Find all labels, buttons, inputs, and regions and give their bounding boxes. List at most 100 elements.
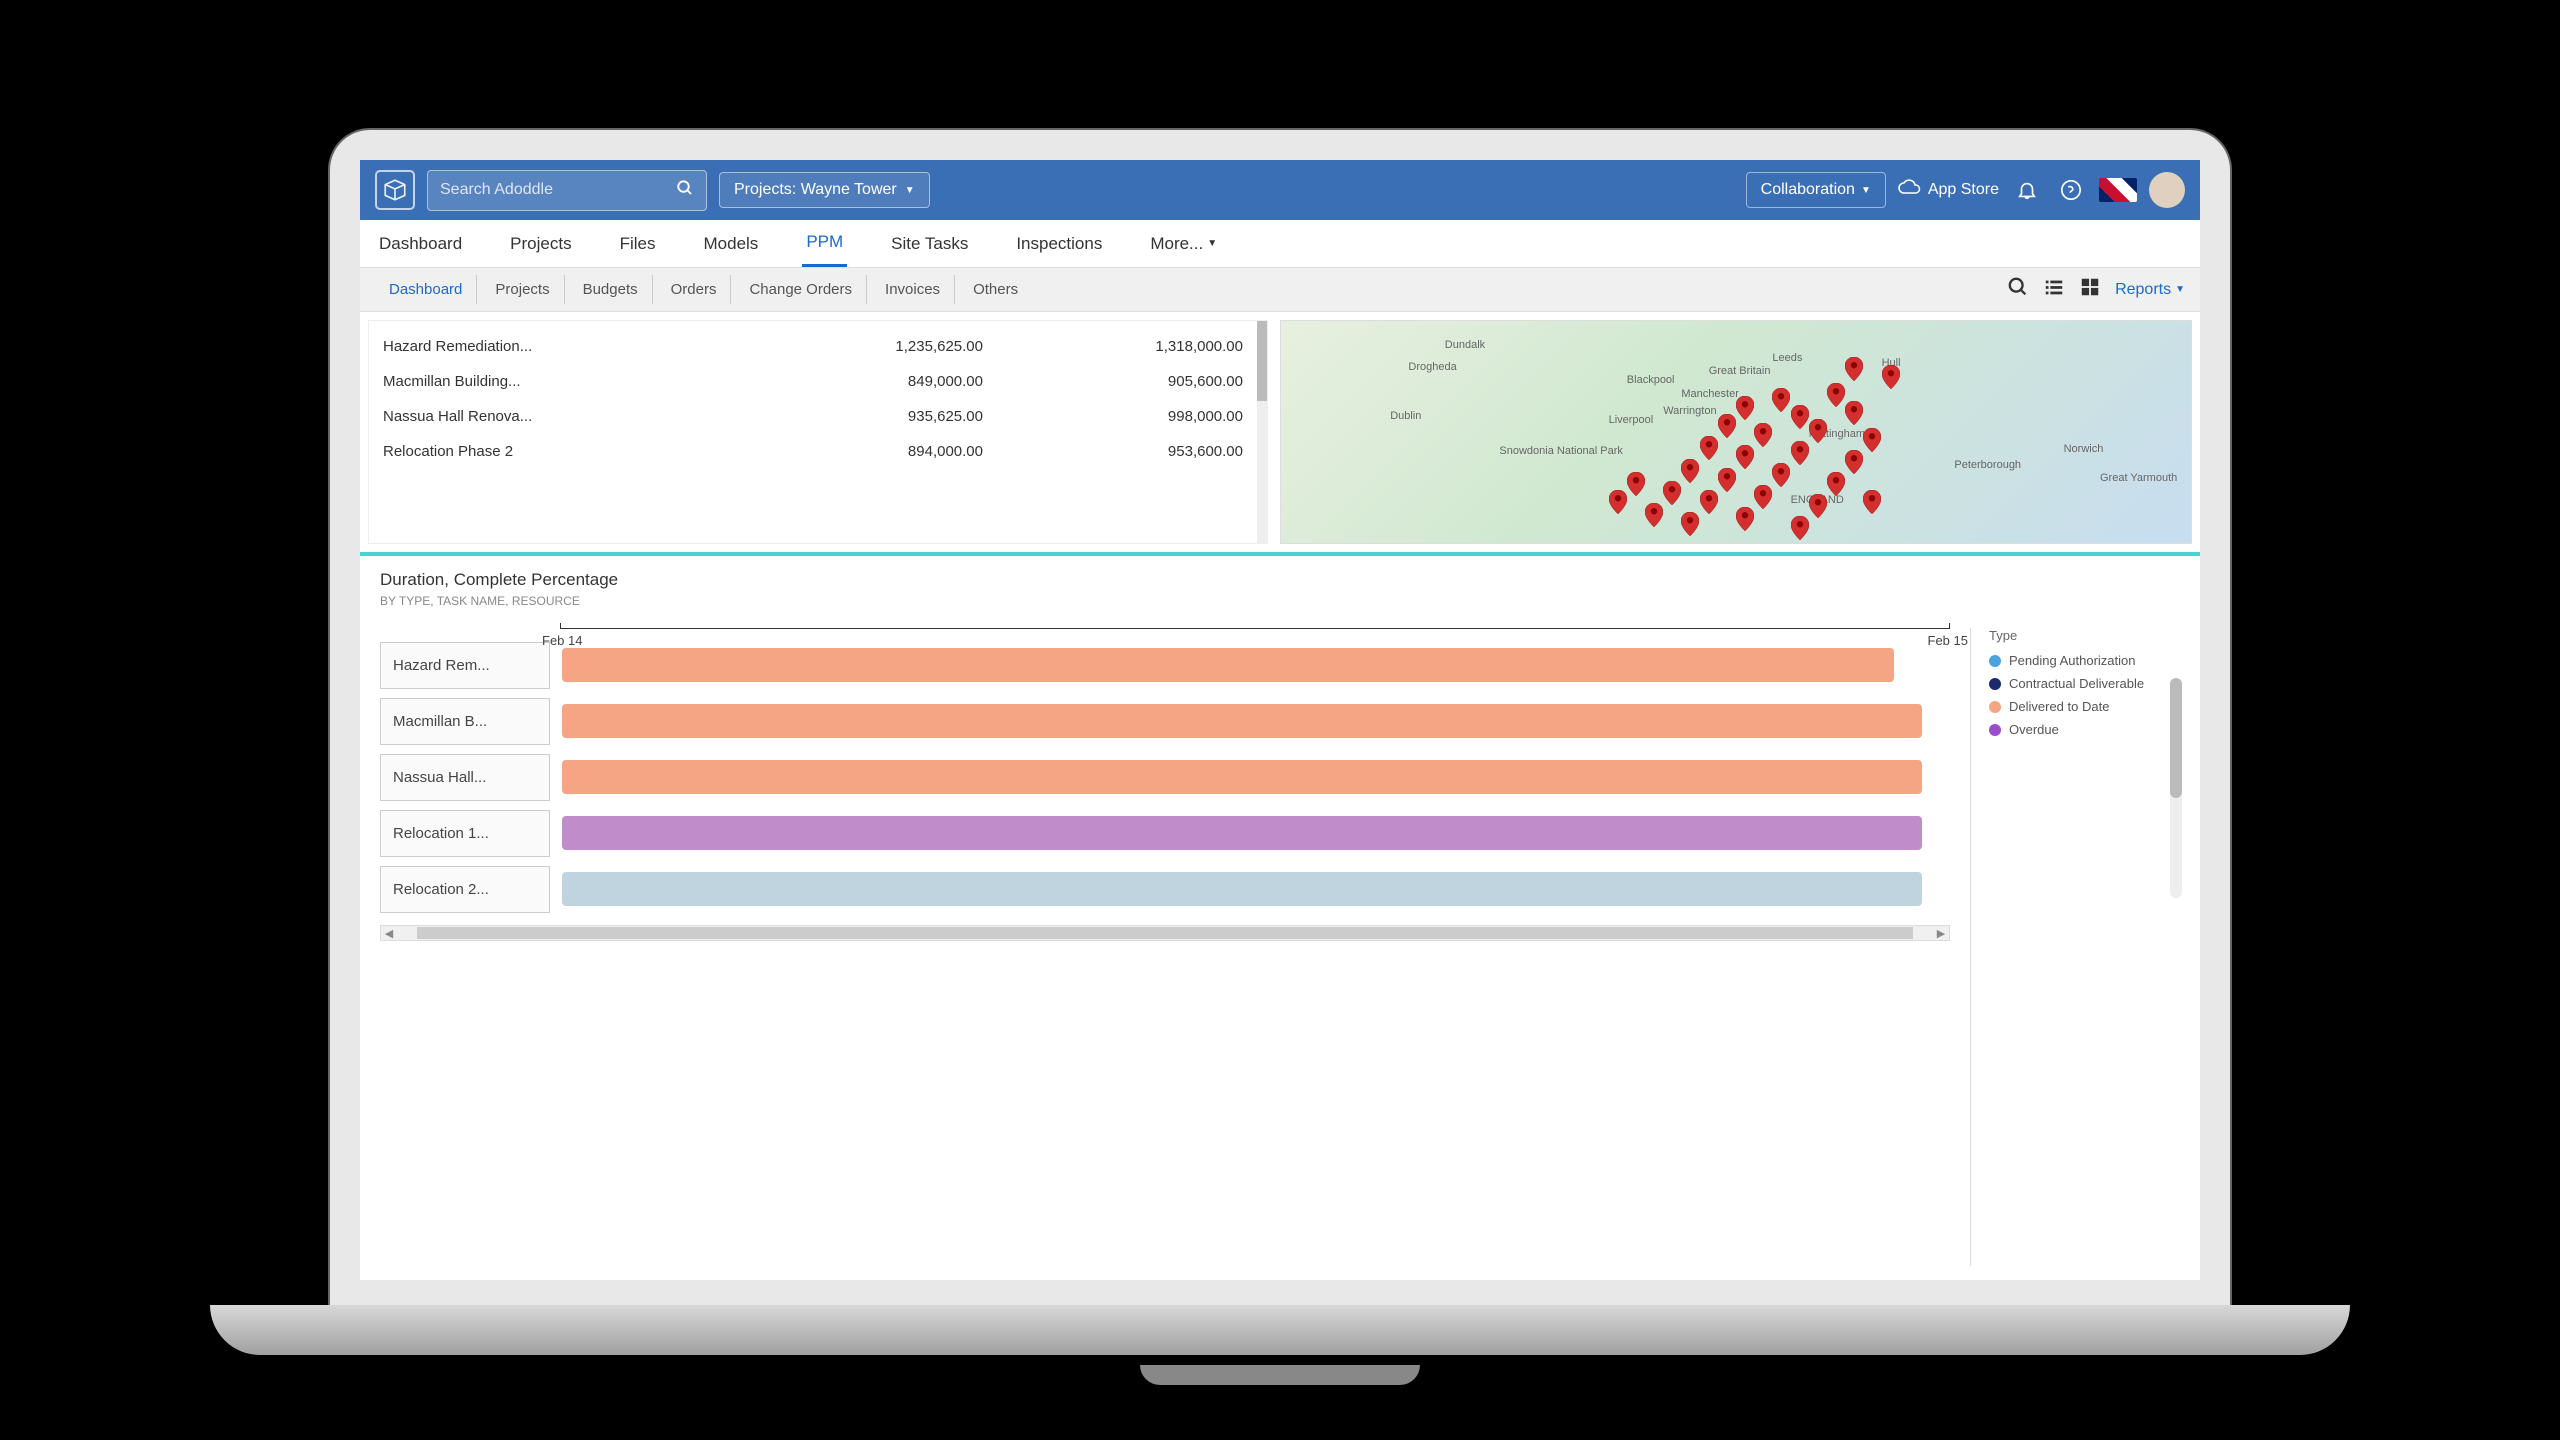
gantt-bar[interactable] xyxy=(562,648,1894,682)
search-icon[interactable] xyxy=(2007,276,2029,303)
gantt-row-label: Nassua Hall... xyxy=(380,754,550,801)
map-pin-icon[interactable] xyxy=(1718,468,1736,492)
grid-view-icon[interactable] xyxy=(2079,276,2101,303)
map-pin-icon[interactable] xyxy=(1863,428,1881,452)
scroll-left-icon[interactable]: ◀ xyxy=(381,927,397,940)
gantt-row: Macmillan B... xyxy=(380,697,1950,745)
map-panel[interactable]: DublinDroghedaDundalkBlackpoolLiverpoolM… xyxy=(1280,320,2192,544)
map-pin-icon[interactable] xyxy=(1863,490,1881,514)
locale-flag-uk[interactable] xyxy=(2099,178,2137,202)
legend-item[interactable]: Pending Authorization xyxy=(1989,653,2180,668)
map-pin-icon[interactable] xyxy=(1663,481,1681,505)
upper-panel: Hazard Remediation...1,235,625.001,318,0… xyxy=(360,312,2200,552)
list-view-icon[interactable] xyxy=(2043,276,2065,303)
legend-dot xyxy=(1989,655,2001,667)
main-nav-item-projects[interactable]: Projects xyxy=(506,222,575,266)
sub-nav-item-dashboard[interactable]: Dashboard xyxy=(375,275,477,304)
collaboration-button[interactable]: Collaboration ▼ xyxy=(1746,172,1886,208)
chevron-down-icon: ▼ xyxy=(1861,185,1871,196)
main-nav-item-dashboard[interactable]: Dashboard xyxy=(375,222,466,266)
table-row[interactable]: Relocation Phase 2894,000.00953,600.00 xyxy=(379,434,1257,469)
actual-value: 998,000.00 xyxy=(983,408,1243,425)
project-selector[interactable]: Projects: Wayne Tower ▼ xyxy=(719,172,930,208)
main-nav-item-inspections[interactable]: Inspections xyxy=(1012,222,1106,266)
map-pin-icon[interactable] xyxy=(1700,490,1718,514)
map-pin-icon[interactable] xyxy=(1736,396,1754,420)
map-pin-icon[interactable] xyxy=(1845,357,1863,381)
legend-item[interactable]: Overdue xyxy=(1989,722,2180,737)
gantt-bar[interactable] xyxy=(562,816,1922,850)
gantt-row: Hazard Rem... xyxy=(380,641,1950,689)
map-pin-icon[interactable] xyxy=(1791,516,1809,540)
gantt-bar[interactable] xyxy=(562,704,1922,738)
map-pin-icon[interactable] xyxy=(1809,494,1827,518)
legend-title: Type xyxy=(1989,628,2180,643)
actual-value: 953,600.00 xyxy=(983,443,1243,460)
map-pin-icon[interactable] xyxy=(1772,463,1790,487)
table-row[interactable]: Hazard Remediation...1,235,625.001,318,0… xyxy=(379,329,1257,364)
map-pin-icon[interactable] xyxy=(1681,512,1699,536)
main-nav-item-site-tasks[interactable]: Site Tasks xyxy=(887,222,972,266)
legend-panel: Type Pending Authorization Contractual De… xyxy=(1970,628,2180,1266)
main-nav-more[interactable]: More... ▼ xyxy=(1146,222,1221,266)
table-scrollbar-vertical[interactable] xyxy=(1257,321,1267,543)
budget-table: Hazard Remediation...1,235,625.001,318,0… xyxy=(368,320,1268,544)
map-label: Dublin xyxy=(1390,410,1421,422)
sub-nav-item-invoices[interactable]: Invoices xyxy=(871,275,955,304)
horizontal-scrollbar[interactable]: ◀ ▶ xyxy=(380,925,1950,941)
map-pin-icon[interactable] xyxy=(1609,490,1627,514)
map-pin-icon[interactable] xyxy=(1845,450,1863,474)
map-label: Great Yarmouth xyxy=(2100,472,2177,484)
map-pin-icon[interactable] xyxy=(1718,414,1736,438)
map-pin-icon[interactable] xyxy=(1809,419,1827,443)
legend-item[interactable]: Contractual Deliverable xyxy=(1989,676,2180,691)
table-row[interactable]: Macmillan Building...849,000.00905,600.0… xyxy=(379,364,1257,399)
table-row[interactable]: Nassua Hall Renova...935,625.00998,000.0… xyxy=(379,399,1257,434)
sub-nav-item-projects[interactable]: Projects xyxy=(481,275,564,304)
sub-nav-item-budgets[interactable]: Budgets xyxy=(569,275,653,304)
map-pin-icon[interactable] xyxy=(1681,459,1699,483)
user-avatar[interactable] xyxy=(2149,172,2185,208)
budget-value: 1,235,625.00 xyxy=(713,338,983,355)
map-pin-icon[interactable] xyxy=(1827,383,1845,407)
map-pin-icon[interactable] xyxy=(1645,503,1663,527)
map-pin-icon[interactable] xyxy=(1845,401,1863,425)
legend-dot xyxy=(1989,701,2001,713)
map-pin-icon[interactable] xyxy=(1627,472,1645,496)
map-label: Leeds xyxy=(1772,352,1802,364)
app-store-link[interactable]: App Store xyxy=(1898,179,1999,202)
scroll-right-icon[interactable]: ▶ xyxy=(1933,927,1949,940)
gantt-row-label: Relocation 2... xyxy=(380,866,550,913)
project-name: Nassua Hall Renova... xyxy=(383,408,713,425)
main-nav-item-models[interactable]: Models xyxy=(700,222,763,266)
map-pin-icon[interactable] xyxy=(1736,507,1754,531)
project-name: Relocation Phase 2 xyxy=(383,443,713,460)
sub-nav-item-change-orders[interactable]: Change Orders xyxy=(735,275,867,304)
map-pin-icon[interactable] xyxy=(1736,445,1754,469)
main-nav-item-files[interactable]: Files xyxy=(616,222,660,266)
gantt-bar[interactable] xyxy=(562,872,1922,906)
map-pin-icon[interactable] xyxy=(1791,441,1809,465)
map-pin-icon[interactable] xyxy=(1827,472,1845,496)
map-label: Warrington xyxy=(1663,405,1716,417)
map-pin-icon[interactable] xyxy=(1700,436,1718,460)
map-pin-icon[interactable] xyxy=(1882,365,1900,389)
map-pin-icon[interactable] xyxy=(1754,423,1772,447)
map-pin-icon[interactable] xyxy=(1791,405,1809,429)
search-input[interactable]: Search Adoddle xyxy=(427,170,707,211)
legend-item[interactable]: Delivered to Date xyxy=(1989,699,2180,714)
map-pin-icon[interactable] xyxy=(1772,388,1790,412)
app-logo-icon[interactable] xyxy=(375,170,415,210)
sub-nav-item-orders[interactable]: Orders xyxy=(657,275,732,304)
map-label: Drogheda xyxy=(1408,361,1456,373)
vertical-scrollbar[interactable] xyxy=(2170,678,2182,898)
notifications-icon[interactable] xyxy=(2011,174,2043,206)
gantt-bar[interactable] xyxy=(562,760,1922,794)
search-icon xyxy=(676,179,694,202)
reports-dropdown[interactable]: Reports ▼ xyxy=(2115,281,2185,299)
map-pin-icon[interactable] xyxy=(1754,485,1772,509)
main-nav-item-ppm[interactable]: PPM xyxy=(802,220,847,267)
actual-value: 1,318,000.00 xyxy=(983,338,1243,355)
sub-nav-item-others[interactable]: Others xyxy=(959,275,1032,304)
help-icon[interactable] xyxy=(2055,174,2087,206)
